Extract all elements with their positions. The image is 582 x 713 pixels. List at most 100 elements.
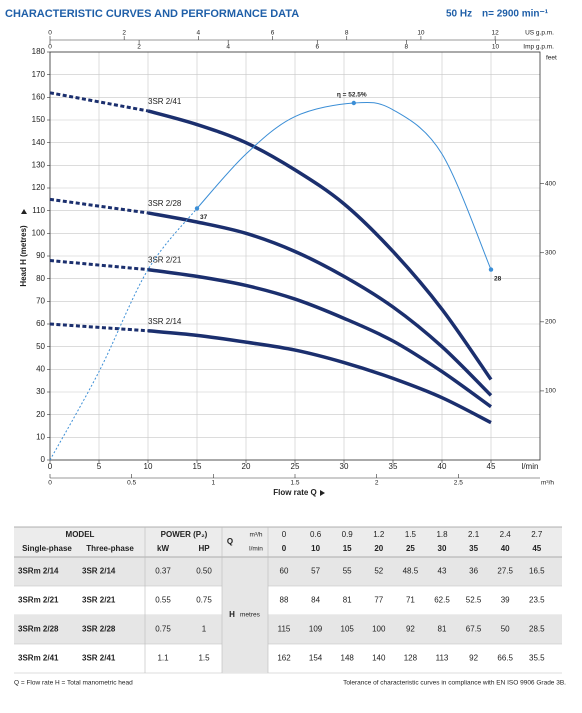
q-m3h: 0.6 xyxy=(310,530,322,539)
q-unit: l/min xyxy=(249,546,263,553)
legend-label: 3SR 2/41 xyxy=(148,97,182,106)
column-header: Single-phase xyxy=(22,544,72,553)
q-lmin: 20 xyxy=(374,544,383,553)
imp_gpm_axis-tick-label: 0 xyxy=(48,44,52,51)
head-value: 60 xyxy=(280,567,289,576)
q-lmin: 10 xyxy=(311,544,320,553)
x2_axis-tick-label: 0 xyxy=(48,480,52,487)
y-tick-label: 140 xyxy=(32,138,46,147)
head-value: 88 xyxy=(280,596,289,605)
q-m3h: 0.9 xyxy=(342,530,354,539)
q-m3h: 1.5 xyxy=(405,530,417,539)
x2_axis-tick-label: 2 xyxy=(375,480,379,487)
x-tick-label: 40 xyxy=(438,462,447,471)
imp_gpm_axis-tick-label: 8 xyxy=(405,44,409,51)
head-value: 81 xyxy=(343,596,352,605)
q-lmin: 0 xyxy=(282,544,287,553)
curve xyxy=(147,329,492,425)
head-value: 27.5 xyxy=(497,567,513,576)
x2_axis-tick-label: 1 xyxy=(212,480,216,487)
model-three: 3SR 2/41 xyxy=(82,654,116,663)
y-tick-label: 20 xyxy=(36,410,45,419)
x-tick-label: 10 xyxy=(144,462,153,471)
y-tick-label: 160 xyxy=(32,92,46,101)
x-tick-label: 0 xyxy=(48,462,53,471)
row-bg xyxy=(14,615,562,644)
x-axis-label: Flow rate Q xyxy=(273,488,317,497)
head-value: 92 xyxy=(469,654,478,663)
us_gpm_axis-tick-label: 0 xyxy=(48,30,52,37)
q-lmin: 15 xyxy=(343,544,352,553)
page-title: CHARACTERISTIC CURVES AND PERFORMANCE DA… xyxy=(5,8,299,20)
efficiency-label: 28 xyxy=(494,275,502,282)
efficiency-curve xyxy=(196,101,492,270)
feet-tick-label: 100 xyxy=(545,388,556,395)
q-lmin: 40 xyxy=(501,544,510,553)
q-m3h: 0 xyxy=(282,530,287,539)
x-tick-label: 30 xyxy=(340,462,349,471)
power-hp: 0.50 xyxy=(196,567,212,576)
feet-unit: feet xyxy=(546,55,557,62)
curve-dashed xyxy=(49,322,149,333)
model-single: 3SRm 2/41 xyxy=(18,654,59,663)
x2_axis-tick-label: 0.5 xyxy=(127,480,136,487)
y-tick-label: 120 xyxy=(32,183,46,192)
head-value: 71 xyxy=(406,596,415,605)
legend-label: 3SR 2/21 xyxy=(148,256,182,265)
head-value: 84 xyxy=(311,596,320,605)
h-label: H xyxy=(229,610,235,619)
y-tick-label: 150 xyxy=(32,115,46,124)
head-value: 66.5 xyxy=(497,654,513,663)
x-tick-label: 20 xyxy=(242,462,251,471)
x2_axis-tick-label: 1.5 xyxy=(290,480,299,487)
head-value: 28.5 xyxy=(529,625,545,634)
power-hp: 1.5 xyxy=(198,654,210,663)
y-axis-label: Head H (metres) xyxy=(19,225,28,287)
footer-right: Tolerance of characteristic curves in co… xyxy=(343,680,566,687)
head-value: 39 xyxy=(501,596,510,605)
grid xyxy=(49,51,540,461)
curve xyxy=(147,109,493,381)
efficiency-dashed xyxy=(49,208,198,461)
curve-dashed xyxy=(49,197,149,215)
head-value: 113 xyxy=(436,654,449,663)
x2_axis-tick-label: 2.5 xyxy=(454,480,463,487)
head-value: 109 xyxy=(309,625,323,634)
model-header: MODEL xyxy=(66,530,95,539)
column-header: HP xyxy=(198,544,210,553)
head-value: 52.5 xyxy=(466,596,482,605)
q-lmin: 30 xyxy=(438,544,447,553)
legend-label: 3SR 2/28 xyxy=(148,199,182,208)
table-header-bg xyxy=(14,527,562,557)
model-single: 3SRm 2/14 xyxy=(18,567,59,576)
y-tick-label: 100 xyxy=(32,228,46,237)
us_gpm_axis-tick-label: 8 xyxy=(345,30,349,37)
model-three: 3SR 2/14 xyxy=(82,567,116,576)
y-tick-label: 40 xyxy=(36,364,45,373)
y-tick-label: 70 xyxy=(36,296,45,305)
q-m3h: 2.4 xyxy=(500,530,512,539)
head-value: 77 xyxy=(374,596,383,605)
us_gpm_axis-tick-label: 2 xyxy=(122,30,126,37)
head-value: 35.5 xyxy=(529,654,545,663)
q-m3h: 1.8 xyxy=(436,530,448,539)
efficiency-point xyxy=(351,100,356,106)
power-kw: 0.37 xyxy=(155,567,171,576)
head-value: 67.5 xyxy=(466,625,482,634)
q-lmin: 45 xyxy=(532,544,541,553)
power-kw: 0.75 xyxy=(155,625,171,634)
h-col-bg xyxy=(222,557,268,673)
h-unit: metres xyxy=(240,612,261,619)
head-value: 148 xyxy=(341,654,355,663)
efficiency-point xyxy=(488,267,494,272)
imp_gpm_axis-tick-label: 4 xyxy=(226,44,230,51)
q-lmin: 25 xyxy=(406,544,415,553)
us_gpm_axis-unit: US g.p.m. xyxy=(525,30,554,37)
head-value: 115 xyxy=(278,625,291,634)
head-value: 57 xyxy=(311,567,320,576)
feet-tick-label: 300 xyxy=(545,249,556,256)
q-m3h: 1.2 xyxy=(373,530,385,539)
x-tick-label: 5 xyxy=(97,462,102,471)
